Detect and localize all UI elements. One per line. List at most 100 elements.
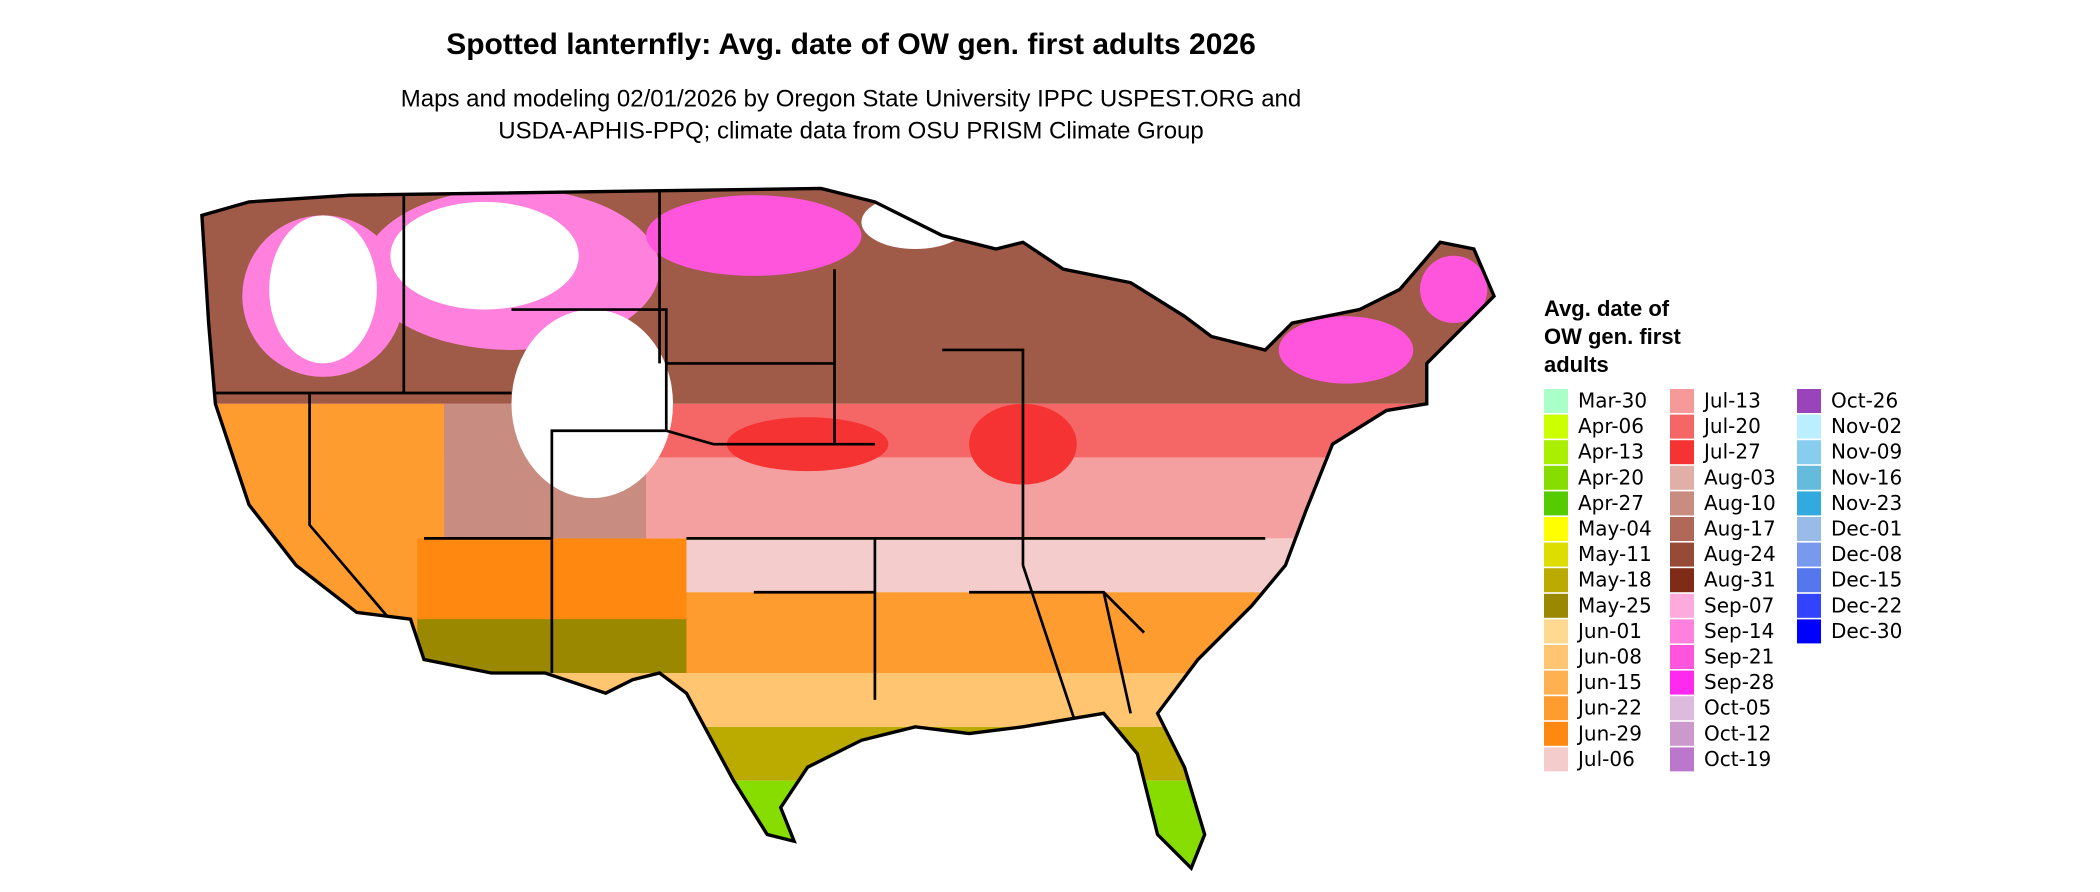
legend-swatch — [1670, 465, 1694, 490]
legend-title: OW gen. first — [1544, 324, 1682, 349]
legend-label: Nov-09 — [1831, 440, 1902, 464]
zone — [511, 309, 673, 499]
legend-swatch — [1797, 542, 1821, 567]
legend-label: Oct-12 — [1704, 721, 1771, 745]
legend-swatch — [1544, 593, 1568, 618]
legend-label: Oct-19 — [1704, 747, 1771, 771]
legend-label: Aug-24 — [1704, 542, 1776, 566]
legend-label: May-04 — [1578, 517, 1652, 541]
state-borders — [208, 188, 1266, 728]
legend-swatch — [1670, 696, 1694, 721]
legend-swatch — [1797, 568, 1821, 593]
zone — [201, 780, 1495, 869]
legend-swatch — [1544, 542, 1568, 567]
legend-swatch — [1544, 389, 1568, 413]
legend-swatch — [1797, 465, 1821, 490]
legend-swatch — [1670, 645, 1694, 669]
legend-swatch — [1544, 747, 1568, 772]
zone — [1278, 316, 1414, 384]
legend-swatch — [1670, 670, 1694, 695]
legend-label: Jul-06 — [1576, 747, 1635, 771]
legend-swatch — [1670, 721, 1694, 746]
legend-label: Apr-13 — [1578, 440, 1644, 464]
legend-swatch — [1670, 491, 1694, 516]
legend-swatch — [1797, 414, 1821, 439]
legend-title: Avg. date of — [1544, 296, 1670, 321]
legend-swatch — [1544, 517, 1568, 541]
map-fill — [201, 188, 1495, 869]
zone — [201, 673, 1495, 727]
legend-label: Mar-30 — [1578, 389, 1647, 413]
legend-swatch — [1544, 696, 1568, 721]
map-title: Spotted lanternfly: Avg. date of OW gen.… — [446, 28, 1256, 61]
legend-swatch — [1544, 440, 1568, 465]
legend-swatch — [1797, 389, 1821, 413]
legend-label: Aug-10 — [1704, 491, 1776, 515]
legend-label: Aug-03 — [1704, 465, 1776, 489]
legend-swatch — [1544, 721, 1568, 746]
legend-label: Nov-16 — [1831, 465, 1902, 489]
legend-label: May-25 — [1578, 593, 1652, 617]
map — [200, 186, 1496, 870]
legend-title: adults — [1544, 352, 1609, 377]
legend-label: Sep-07 — [1704, 593, 1774, 617]
legend-swatch — [1544, 414, 1568, 439]
legend-swatch — [1670, 414, 1694, 439]
legend-label: Jun-01 — [1576, 619, 1642, 643]
legend-swatch — [1797, 593, 1821, 618]
legend-swatch — [1544, 491, 1568, 516]
legend-label: Sep-28 — [1704, 670, 1774, 694]
zone — [646, 195, 862, 276]
legend-label: Aug-17 — [1704, 517, 1776, 541]
legend-label: Aug-31 — [1704, 568, 1776, 592]
legend-swatch — [1670, 389, 1694, 413]
legend-label: Sep-21 — [1704, 645, 1774, 669]
zone — [201, 403, 445, 673]
legend-label: Jun-29 — [1576, 721, 1642, 745]
legend-label: Jun-22 — [1576, 696, 1642, 720]
legend-swatch — [1544, 619, 1568, 644]
legend-label: Sep-14 — [1704, 619, 1774, 643]
zone — [390, 201, 579, 310]
legend-swatch — [1670, 542, 1694, 567]
legend-swatch — [1670, 440, 1694, 465]
legend-label: Apr-27 — [1578, 491, 1644, 515]
legend-label: Jul-20 — [1702, 414, 1761, 438]
legend-label: May-11 — [1578, 542, 1652, 566]
legend-swatch — [1670, 568, 1694, 593]
legend-swatch — [1670, 619, 1694, 644]
legend-label: Jun-08 — [1576, 645, 1642, 669]
zone — [201, 726, 1495, 781]
legend-swatch — [1797, 440, 1821, 465]
legend-swatch — [1544, 645, 1568, 669]
legend-swatch — [1670, 517, 1694, 541]
zone — [1420, 255, 1488, 324]
legend: Mar-30Apr-06Apr-13Apr-20Apr-27May-04May-… — [1544, 389, 1902, 772]
legend-label: Dec-08 — [1831, 542, 1902, 566]
legend-label: Oct-05 — [1704, 696, 1771, 720]
legend-swatch — [1797, 491, 1821, 516]
legend-label: Jul-13 — [1702, 389, 1761, 413]
legend-label: Apr-06 — [1578, 414, 1644, 438]
legend-label: Dec-01 — [1831, 517, 1902, 541]
legend-label: Jul-27 — [1702, 440, 1761, 464]
legend-swatch — [1544, 670, 1568, 695]
legend-swatch — [1670, 593, 1694, 618]
legend-label: Apr-20 — [1578, 465, 1644, 489]
map-subtitle: USDA-APHIS-PPQ; climate data from OSU PR… — [498, 117, 1204, 144]
legend-label: Oct-26 — [1831, 389, 1898, 413]
legend-swatch — [1797, 517, 1821, 541]
legend-swatch — [1797, 619, 1821, 644]
map-subtitle: Maps and modeling 02/01/2026 by Oregon S… — [401, 85, 1301, 112]
legend-label: Dec-30 — [1831, 619, 1902, 643]
legend-swatch — [1544, 568, 1568, 593]
legend-swatch — [1670, 747, 1694, 772]
zone — [269, 215, 377, 364]
legend-swatch — [1544, 465, 1568, 490]
legend-label: Nov-02 — [1831, 414, 1902, 438]
legend-label: Dec-15 — [1831, 568, 1902, 592]
legend-label: May-18 — [1578, 568, 1652, 592]
legend-label: Jun-15 — [1576, 670, 1642, 694]
legend-label: Dec-22 — [1831, 593, 1902, 617]
